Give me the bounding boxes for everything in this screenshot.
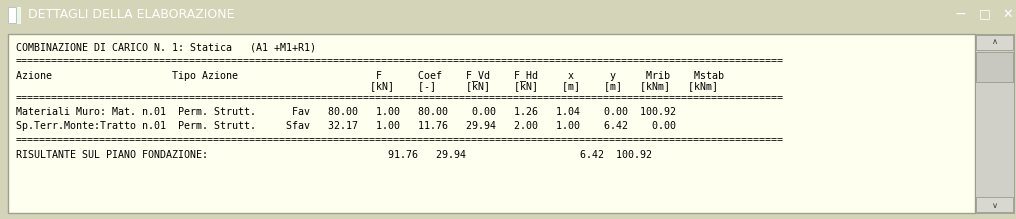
Text: ✕: ✕	[1003, 7, 1013, 21]
FancyBboxPatch shape	[8, 7, 16, 23]
Bar	[976, 35, 1013, 50]
Bar	[976, 197, 1013, 212]
Text: Materiali Muro: Mat. n.01  Perm. Strutt.      Fav   80.00   1.00   80.00    0.00: Materiali Muro: Mat. n.01 Perm. Strutt. …	[16, 107, 676, 117]
Text: ================================================================================: ========================================…	[16, 135, 784, 145]
Text: ================================================================================: ========================================…	[16, 93, 784, 103]
Text: ================================================================================: ========================================…	[16, 56, 784, 66]
Text: ∧: ∧	[992, 37, 998, 46]
Text: Azione                    Tipo Azione                       F      Coef    F_Vd : Azione Tipo Azione F Coef F_Vd	[16, 70, 724, 81]
Text: ∨: ∨	[992, 201, 998, 210]
Bar	[975, 34, 1014, 213]
Text: RISULTANTE SUL PIANO FONDAZIONE:                              91.76   29.94     : RISULTANTE SUL PIANO FONDAZIONE: 91.76 2…	[16, 150, 652, 160]
FancyBboxPatch shape	[8, 34, 975, 213]
Text: −: −	[954, 7, 966, 21]
Bar	[976, 52, 1013, 82]
Text: COMBINAZIONE DI CARICO N. 1: Statica   (A1 +M1+R1): COMBINAZIONE DI CARICO N. 1: Statica (A1…	[16, 42, 316, 52]
Text: [kN]    [-]     [kN]    [kN]    [m]    [m]   [kNm]   [kNm]: [kN] [-] [kN] [kN] [m] [m] [kNm] [kNm]	[16, 81, 718, 91]
Text: □: □	[979, 7, 991, 21]
FancyBboxPatch shape	[8, 7, 20, 23]
Text: Sp.Terr.Monte:Tratto n.01  Perm. Strutt.     Sfav   32.17   1.00   11.76   29.94: Sp.Terr.Monte:Tratto n.01 Perm. Strutt. …	[16, 121, 676, 131]
Text: DETTAGLI DELLA ELABORAZIONE: DETTAGLI DELLA ELABORAZIONE	[28, 7, 235, 21]
